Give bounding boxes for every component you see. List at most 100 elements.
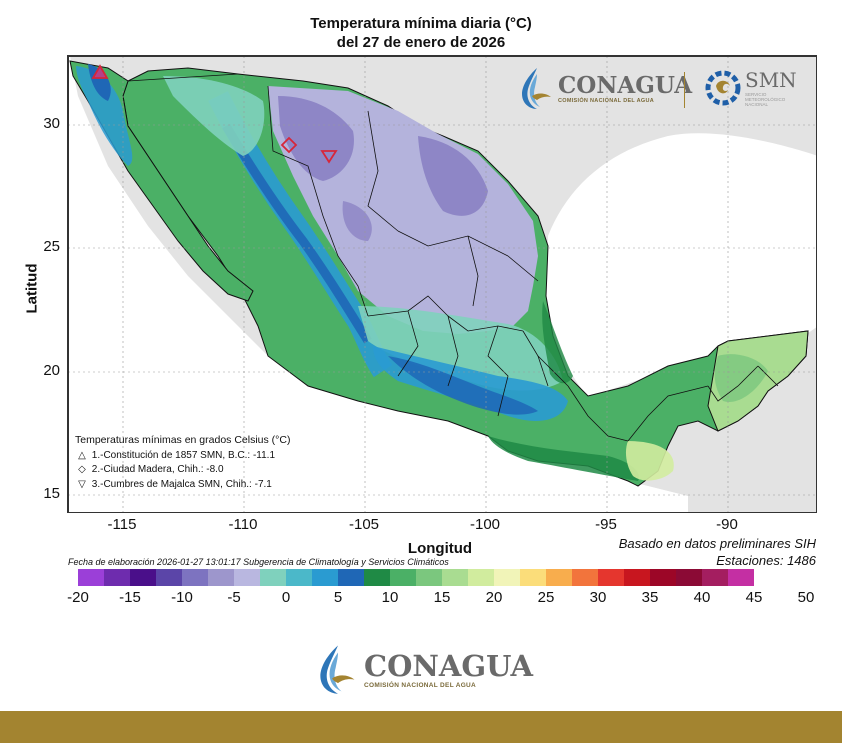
elaboration-footnote: Fecha de elaboración 2026-01-27 13:01:17… — [68, 557, 449, 567]
logo-divider — [684, 72, 685, 108]
colorbar-label: 30 — [589, 589, 607, 606]
colorbar-label: -20 — [67, 589, 89, 606]
oaxaca-green — [488, 436, 639, 481]
colorbar-swatch — [390, 569, 416, 586]
station-markers — [91, 64, 338, 164]
colorbar-swatch — [416, 569, 442, 586]
colorbar-swatch — [546, 569, 572, 586]
colorbar-swatch — [598, 569, 624, 586]
colorbar-label: 45 — [745, 589, 763, 606]
conagua-logo-top: CONAGUA COMISIÓN NACIONAL DEL AGUA — [520, 66, 692, 110]
colorbar-label: 10 — [381, 589, 399, 606]
state-borders — [127, 73, 779, 442]
pacific-ocean — [68, 56, 688, 512]
conagua-name-bottom: CONAGUA — [364, 648, 534, 683]
colorbar-swatch — [468, 569, 494, 586]
conagua-sub-top: COMISIÓN NACIONAL DEL AGUA — [558, 97, 655, 104]
map-border — [68, 56, 816, 512]
colorbar-swatch — [364, 569, 390, 586]
colorbar-swatch — [494, 569, 520, 586]
colorbar-label: 15 — [433, 589, 451, 606]
legend-item: ◇ 2.-Ciudad Madera, Chih.: -8.0 — [78, 464, 224, 475]
colorbar-label: 25 — [537, 589, 555, 606]
colorbar-label: 0 — [281, 589, 291, 606]
colorbar-swatch — [130, 569, 156, 586]
xtick-105: -105 — [348, 516, 380, 533]
transvolcanic-dark — [388, 356, 538, 415]
grid-lines — [68, 56, 816, 512]
xtick-115: -115 — [107, 516, 137, 533]
smn-emblem-icon — [705, 70, 741, 105]
xtick-100: -100 — [469, 516, 501, 533]
cold-core-purple-3 — [342, 201, 372, 241]
data-source: Basado en datos preliminares SIH Estacio… — [619, 535, 816, 569]
colorbar-swatch — [702, 569, 728, 586]
ytick-15: 15 — [43, 485, 60, 502]
legend-heading: Temperaturas mínimas en grados Celsius (… — [75, 434, 291, 446]
colorbar-label: -5 — [227, 589, 241, 606]
colorbar-swatch — [104, 569, 130, 586]
x-axis-label: Longitud — [407, 540, 473, 557]
colorbar-swatch — [520, 569, 546, 586]
colorbar-swatch — [286, 569, 312, 586]
map-canvas — [68, 56, 816, 512]
cold-core-purple-2 — [418, 136, 488, 216]
colorbar — [78, 569, 754, 586]
station-1-triangle — [91, 64, 109, 79]
smn-sub-3: NACIONAL — [745, 102, 769, 107]
colorbar-swatch — [624, 569, 650, 586]
conagua-name-top: CONAGUA — [558, 71, 693, 99]
colorbar-swatch — [728, 569, 754, 586]
station-3-triangle-down — [320, 150, 338, 164]
station-2-diamond — [280, 136, 298, 154]
conagua-sub-bottom: COMISIÓN NACIONAL DEL AGUA — [364, 681, 477, 689]
smn-sub-1: SERVICIO — [745, 92, 767, 97]
baja-cold-band — [76, 66, 133, 166]
colorbar-label: 20 — [485, 589, 503, 606]
colorbar-swatch — [676, 569, 702, 586]
colorbar-swatch — [442, 569, 468, 586]
colorbar-label: -15 — [119, 589, 141, 606]
colorbar-swatch — [338, 569, 364, 586]
colorbar-swatch — [156, 569, 182, 586]
xtick-95: -95 — [595, 516, 617, 533]
footer-bar — [0, 711, 842, 743]
gulf-of-mexico — [546, 133, 816, 396]
title-line-2: del 27 de enero de 2026 — [336, 34, 506, 51]
sonora-teal — [163, 76, 265, 156]
xtick-90: -90 — [716, 516, 738, 533]
central-belt-teal — [358, 306, 563, 391]
xtick-110: -110 — [228, 516, 258, 533]
colorbar-swatch — [78, 569, 104, 586]
y-axis-label: Latitud — [23, 263, 41, 314]
temperature-map — [67, 55, 817, 513]
source-line-1: Basado en datos preliminares SIH — [618, 536, 816, 551]
legend-item: ▽ 3.-Cumbres de Majalca SMN, Chih.: -7.1 — [78, 478, 272, 490]
sierra-occidental-dark — [222, 123, 372, 344]
conagua-emblem-icon — [320, 645, 355, 694]
colorbar-swatch — [650, 569, 676, 586]
legend-item: △ 1.-Constitución de 1857 SMN, B.C.: -11… — [78, 449, 276, 461]
station-legend: Temperaturas mínimas en grados Celsius (… — [75, 433, 290, 492]
colorbar-swatch — [234, 569, 260, 586]
colorbar-swatch — [182, 569, 208, 586]
gulf-coast-green — [542, 301, 573, 384]
colorbar-label: 5 — [333, 589, 343, 606]
colorbar-swatch — [260, 569, 286, 586]
smn-logo: SMN SERVICIO METEOROLÓGICO NACIONAL — [704, 68, 797, 107]
ytick-30: 30 — [43, 115, 60, 132]
smn-name: SMN — [745, 68, 797, 92]
title-line-1: Temperatura mínima diaria (°C) — [310, 15, 532, 32]
colorbar-swatch — [312, 569, 338, 586]
colorbar-label: 40 — [693, 589, 711, 606]
colorbar-label: -10 — [171, 589, 193, 606]
colorbar-swatch — [208, 569, 234, 586]
baja-cold-core — [88, 64, 111, 101]
colorbar-swatch — [572, 569, 598, 586]
cold-core-purple-1 — [278, 96, 354, 181]
colorbar-label: 50 — [797, 589, 815, 606]
ytick-20: 20 — [43, 362, 60, 379]
colorbar-label: 35 — [641, 589, 659, 606]
conagua-logo-bottom: CONAGUA COMISIÓN NACIONAL DEL AGUA — [318, 643, 533, 695]
smn-sub-2: METEOROLÓGICO — [745, 97, 786, 102]
